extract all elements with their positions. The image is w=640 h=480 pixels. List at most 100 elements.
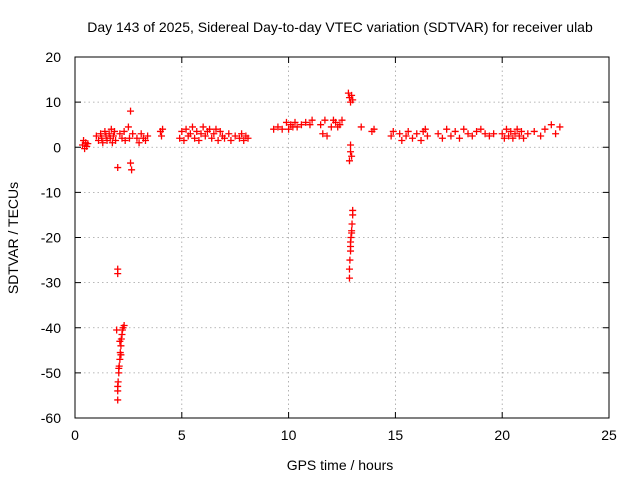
- data-point: [345, 157, 353, 165]
- data-point: [348, 91, 356, 99]
- data-point: [97, 130, 105, 138]
- data-point: [112, 136, 120, 144]
- data-point: [109, 132, 117, 140]
- data-point: [117, 351, 125, 359]
- data-point: [468, 132, 476, 140]
- data-point: [547, 121, 555, 129]
- data-point: [188, 123, 196, 131]
- data-point: [345, 265, 353, 273]
- data-points: [78, 89, 564, 404]
- data-point: [530, 127, 538, 135]
- data-point: [120, 127, 128, 135]
- data-point: [332, 118, 340, 126]
- data-point: [128, 166, 136, 174]
- data-point: [505, 132, 513, 140]
- data-point: [84, 140, 92, 148]
- data-point: [293, 123, 301, 131]
- x-tick-label: 15: [388, 427, 404, 443]
- data-point: [464, 130, 472, 138]
- data-point: [197, 130, 205, 138]
- data-point: [98, 134, 106, 142]
- x-tick-label: 10: [281, 427, 297, 443]
- data-point: [347, 148, 355, 156]
- data-point: [327, 123, 335, 131]
- data-point: [349, 206, 357, 214]
- data-point: [121, 136, 129, 144]
- data-point: [92, 132, 100, 140]
- data-point: [116, 130, 124, 138]
- data-point: [124, 123, 132, 131]
- data-point: [180, 136, 188, 144]
- data-point: [195, 136, 203, 144]
- data-point: [524, 130, 532, 138]
- data-point: [144, 132, 152, 140]
- data-point: [317, 121, 325, 129]
- grid-lines: [75, 57, 609, 418]
- data-point: [552, 130, 560, 138]
- data-point: [274, 123, 282, 131]
- data-point: [114, 382, 122, 390]
- y-tick-label: -20: [41, 230, 61, 246]
- data-point: [115, 364, 123, 372]
- data-point: [349, 96, 357, 104]
- axis-ticks: 0 5 10 15 20 25 -60 -50 -40 -30 -20 -10 0 10 20: [41, 49, 617, 443]
- data-point: [141, 136, 149, 144]
- data-point: [182, 125, 190, 133]
- data-point: [201, 132, 209, 140]
- data-point: [434, 130, 442, 138]
- y-tick-label: 20: [45, 49, 61, 65]
- data-point: [348, 220, 356, 228]
- data-point: [507, 127, 515, 135]
- data-point: [125, 134, 133, 142]
- data-point: [396, 130, 404, 138]
- data-point: [336, 121, 344, 129]
- data-point: [502, 125, 510, 133]
- data-point: [402, 132, 410, 140]
- data-point: [113, 326, 121, 334]
- data-point: [238, 130, 246, 138]
- y-tick-label: -40: [41, 320, 61, 336]
- x-axis-label: GPS time / hours: [287, 457, 394, 473]
- data-point: [421, 125, 429, 133]
- data-point: [225, 130, 233, 138]
- data-point: [158, 132, 166, 140]
- data-point: [193, 127, 201, 135]
- data-point: [511, 130, 519, 138]
- data-point: [473, 127, 481, 135]
- data-point: [541, 125, 549, 133]
- data-point: [319, 130, 327, 138]
- data-point: [347, 243, 355, 251]
- data-point: [227, 136, 235, 144]
- y-tick-label: -10: [41, 184, 61, 200]
- data-point: [210, 130, 218, 138]
- data-point: [127, 107, 135, 115]
- data-point: [278, 125, 286, 133]
- data-point: [231, 132, 239, 140]
- data-point: [447, 132, 455, 140]
- y-tick-label: -30: [41, 275, 61, 291]
- data-point: [221, 134, 229, 142]
- data-point: [214, 136, 222, 144]
- data-point: [133, 134, 141, 142]
- data-point: [135, 139, 143, 147]
- data-point: [443, 125, 451, 133]
- y-axis-label: SDTVAR / TECUs: [5, 182, 21, 294]
- data-point: [306, 121, 314, 129]
- data-point: [114, 270, 122, 278]
- data-point: [321, 116, 329, 124]
- data-point: [117, 342, 125, 350]
- data-point: [515, 132, 523, 140]
- data-point: [111, 127, 119, 135]
- y-tick-label: -50: [41, 365, 61, 381]
- data-point: [455, 134, 463, 142]
- data-point: [206, 125, 214, 133]
- data-point: [120, 321, 128, 329]
- plot-frame: [74, 56, 610, 419]
- y-tick-label: 10: [45, 94, 61, 110]
- data-point: [297, 121, 305, 129]
- data-point: [302, 118, 310, 126]
- data-point: [477, 125, 485, 133]
- y-tick-label: 0: [53, 139, 61, 155]
- y-tick-label: -60: [41, 410, 61, 426]
- data-point: [176, 134, 184, 142]
